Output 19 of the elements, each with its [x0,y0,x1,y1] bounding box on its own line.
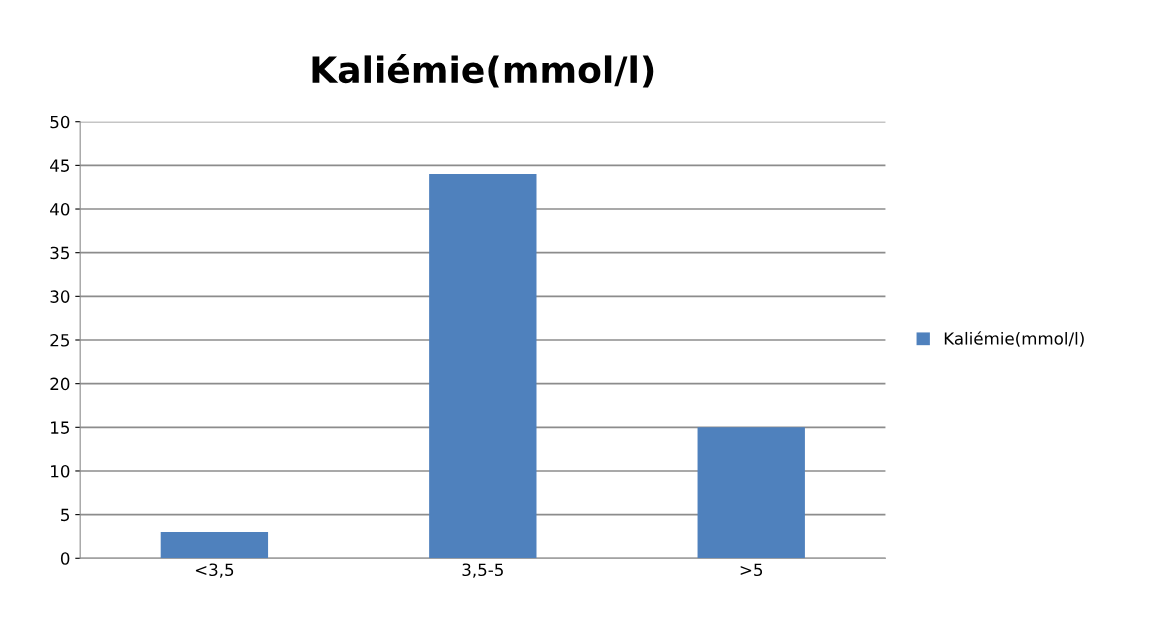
y-tick-label: 0 [60,552,70,565]
y-tick-label: 20 [50,377,70,391]
y-tick-label: 15 [51,421,69,434]
y-tick-label: 5 [61,508,69,522]
y-tick-label: 45 [50,159,69,172]
x-tick-label: >5 [740,563,763,577]
x-tick-label: 3,5-5 [462,563,503,578]
legend-label: Kaliémie(mmol/l) [944,331,1084,347]
y-tick-label: 10 [51,464,70,478]
x-tick-label: <3,5 [195,563,234,578]
y-tick-label: 50 [50,115,70,129]
bar [160,532,269,559]
y-tick-label: 30 [50,290,70,303]
bar [429,174,537,559]
chart-title: Kaliémie(mmol/l) [312,53,654,88]
y-tick-label: 25 [50,333,69,347]
y-tick-label: 35 [50,246,69,260]
bar [697,427,805,559]
y-tick-label: 40 [50,202,70,216]
